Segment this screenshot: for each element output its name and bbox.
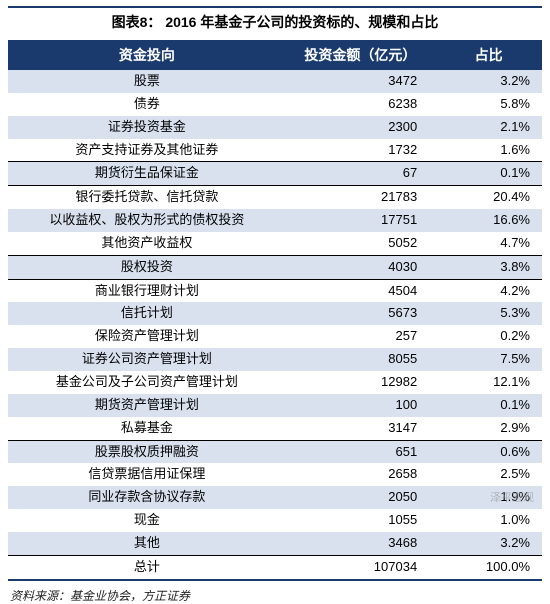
table-row: 其他34683.2%	[8, 532, 542, 555]
row-amount: 5673	[286, 302, 436, 325]
table-row: 现金10551.0%	[8, 509, 542, 532]
total-row: 总计107034100.0%	[8, 555, 542, 579]
row-amount: 651	[286, 440, 436, 463]
table-row: 股权投资40303.8%	[8, 255, 542, 279]
row-label: 以收益权、股权为形式的债权投资	[8, 209, 286, 232]
row-pct: 2.9%	[435, 417, 542, 440]
row-pct: 20.4%	[435, 186, 542, 209]
row-label: 其他	[8, 532, 286, 555]
row-label: 保险资产管理计划	[8, 325, 286, 348]
row-label: 基金公司及子公司资产管理计划	[8, 371, 286, 394]
row-pct: 5.8%	[435, 93, 542, 116]
row-label: 期货资产管理计划	[8, 394, 286, 417]
col-header-0: 资金投向	[8, 40, 286, 70]
row-pct: 2.5%	[435, 463, 542, 486]
table-row: 银行委托贷款、信托贷款2178320.4%	[8, 186, 542, 209]
row-amount: 12982	[286, 371, 436, 394]
table-row: 证券公司资产管理计划80557.5%	[8, 348, 542, 371]
row-label: 信托计划	[8, 302, 286, 325]
total-amount: 107034	[286, 555, 436, 579]
col-header-1: 投资金额（亿元）	[286, 40, 436, 70]
table-row: 商业银行理财计划45044.2%	[8, 279, 542, 302]
row-label: 私募基金	[8, 417, 286, 440]
row-amount: 21783	[286, 186, 436, 209]
row-amount: 3472	[286, 70, 436, 93]
row-label: 银行委托贷款、信托贷款	[8, 186, 286, 209]
table-row: 其他资产收益权50524.7%	[8, 232, 542, 255]
row-pct: 7.5%	[435, 348, 542, 371]
header-row: 资金投向 投资金额（亿元） 占比	[8, 40, 542, 70]
row-label: 现金	[8, 509, 286, 532]
row-pct: 0.1%	[435, 394, 542, 417]
row-label: 资产支持证券及其他证券	[8, 139, 286, 162]
row-amount: 6238	[286, 93, 436, 116]
watermark-text: 泽平宏观	[490, 489, 534, 505]
row-amount: 5052	[286, 232, 436, 255]
row-pct: 4.7%	[435, 232, 542, 255]
row-pct: 3.2%	[435, 70, 542, 93]
row-label: 期货衍生品保证金	[8, 162, 286, 186]
row-label: 商业银行理财计划	[8, 279, 286, 302]
row-pct: 5.3%	[435, 302, 542, 325]
row-label: 其他资产收益权	[8, 232, 286, 255]
table-row: 私募基金31472.9%	[8, 417, 542, 440]
table-row: 债券62385.8%	[8, 93, 542, 116]
row-label: 证券投资基金	[8, 116, 286, 139]
table-row: 同业存款含协议存款20501.9%	[8, 486, 542, 509]
table-row: 股票34723.2%	[8, 70, 542, 93]
row-amount: 3147	[286, 417, 436, 440]
row-pct: 1.0%	[435, 509, 542, 532]
table-row: 资产支持证券及其他证券17321.6%	[8, 139, 542, 162]
row-pct: 3.8%	[435, 255, 542, 279]
row-amount: 3468	[286, 532, 436, 555]
row-amount: 4030	[286, 255, 436, 279]
row-label: 股票股权质押融资	[8, 440, 286, 463]
row-pct: 0.6%	[435, 440, 542, 463]
data-table: 资金投向 投资金额（亿元） 占比 股票34723.2%债券62385.8%证券投…	[8, 40, 542, 581]
table-row: 期货衍生品保证金670.1%	[8, 162, 542, 186]
row-pct: 3.2%	[435, 532, 542, 555]
row-pct: 1.6%	[435, 139, 542, 162]
row-amount: 2050	[286, 486, 436, 509]
row-pct: 4.2%	[435, 279, 542, 302]
row-amount: 1732	[286, 139, 436, 162]
row-pct: 16.6%	[435, 209, 542, 232]
row-label: 债券	[8, 93, 286, 116]
row-pct: 2.1%	[435, 116, 542, 139]
table-row: 基金公司及子公司资产管理计划1298212.1%	[8, 371, 542, 394]
row-label: 信贷票据信用证保理	[8, 463, 286, 486]
table-row: 期货资产管理计划1000.1%	[8, 394, 542, 417]
row-amount: 67	[286, 162, 436, 186]
row-label: 证券公司资产管理计划	[8, 348, 286, 371]
total-label: 总计	[8, 555, 286, 579]
table-row: 保险资产管理计划2570.2%	[8, 325, 542, 348]
row-amount: 17751	[286, 209, 436, 232]
row-amount: 4504	[286, 279, 436, 302]
total-pct: 100.0%	[435, 555, 542, 579]
row-amount: 100	[286, 394, 436, 417]
row-amount: 2658	[286, 463, 436, 486]
source-text: 资料来源：基金业协会，方正证券	[8, 581, 542, 604]
row-amount: 1055	[286, 509, 436, 532]
row-label: 股权投资	[8, 255, 286, 279]
row-amount: 8055	[286, 348, 436, 371]
table-row: 信托计划56735.3%	[8, 302, 542, 325]
table-row: 以收益权、股权为形式的债权投资1775116.6%	[8, 209, 542, 232]
row-amount: 2300	[286, 116, 436, 139]
chart-title: 图表8： 2016 年基金子公司的投资标的、规模和占比	[8, 6, 542, 40]
row-pct: 0.1%	[435, 162, 542, 186]
row-pct: 0.2%	[435, 325, 542, 348]
table-row: 证券投资基金23002.1%	[8, 116, 542, 139]
row-amount: 257	[286, 325, 436, 348]
row-label: 同业存款含协议存款	[8, 486, 286, 509]
row-pct: 12.1%	[435, 371, 542, 394]
col-header-2: 占比	[435, 40, 542, 70]
row-label: 股票	[8, 70, 286, 93]
table-row: 股票股权质押融资6510.6%	[8, 440, 542, 463]
table-row: 信贷票据信用证保理26582.5%	[8, 463, 542, 486]
